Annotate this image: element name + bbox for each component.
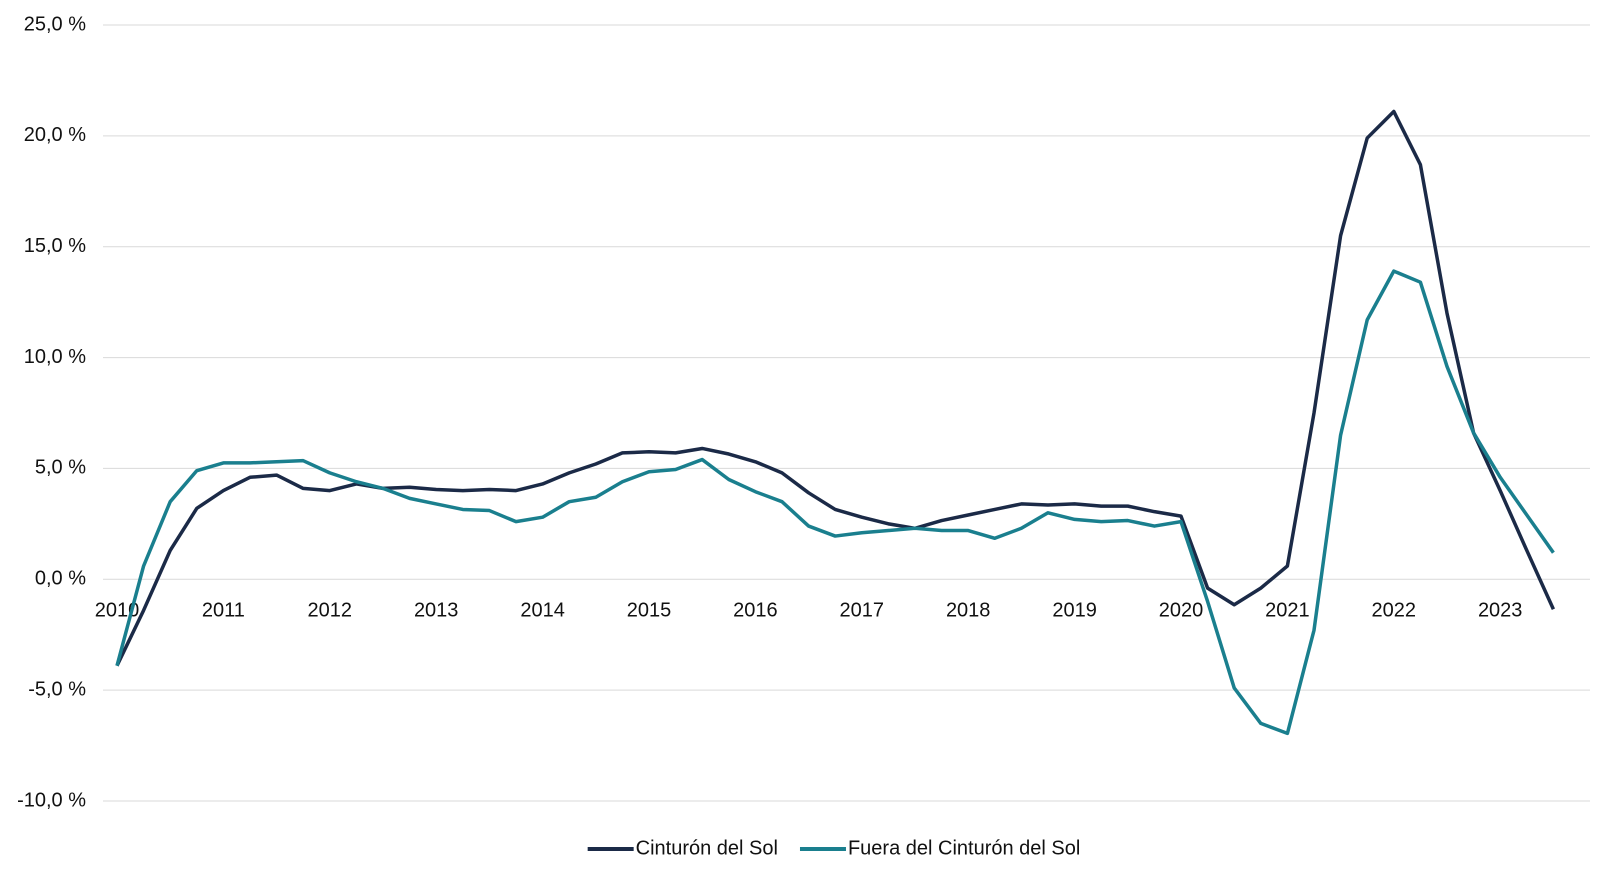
x-tick-label: 2023 xyxy=(1478,599,1523,621)
x-tick-label: 2018 xyxy=(946,599,991,621)
x-tick-label: 2019 xyxy=(1052,599,1097,621)
x-tick-label: 2012 xyxy=(308,599,353,621)
y-tick-label: -10,0 % xyxy=(17,789,86,811)
x-tick-label: 2022 xyxy=(1372,599,1417,621)
y-tick-label: 5,0 % xyxy=(35,457,86,479)
x-tick-label: 2020 xyxy=(1159,599,1204,621)
x-tick-label: 2017 xyxy=(840,599,885,621)
y-tick-label: -5,0 % xyxy=(28,678,86,700)
series-line xyxy=(115,109,1555,667)
legend-label: Cinturón del Sol xyxy=(636,837,778,859)
x-tick-label: 2010 xyxy=(95,599,140,621)
y-tick-label: 0,0 % xyxy=(35,568,86,590)
y-tick-label: 15,0 % xyxy=(24,235,86,257)
x-tick-label: 2014 xyxy=(520,599,565,621)
x-tick-label: 2015 xyxy=(627,599,672,621)
legend-label: Fuera del Cinturón del Sol xyxy=(848,837,1080,859)
x-tick-label: 2021 xyxy=(1265,599,1310,621)
y-tick-label: 10,0 % xyxy=(24,346,86,368)
y-tick-label: 20,0 % xyxy=(24,124,86,146)
y-tick-label: 25,0 % xyxy=(24,13,86,35)
x-tick-label: 2011 xyxy=(202,599,245,621)
x-tick-label: 2016 xyxy=(733,599,778,621)
series-line xyxy=(115,269,1555,736)
x-tick-label: 2013 xyxy=(414,599,459,621)
